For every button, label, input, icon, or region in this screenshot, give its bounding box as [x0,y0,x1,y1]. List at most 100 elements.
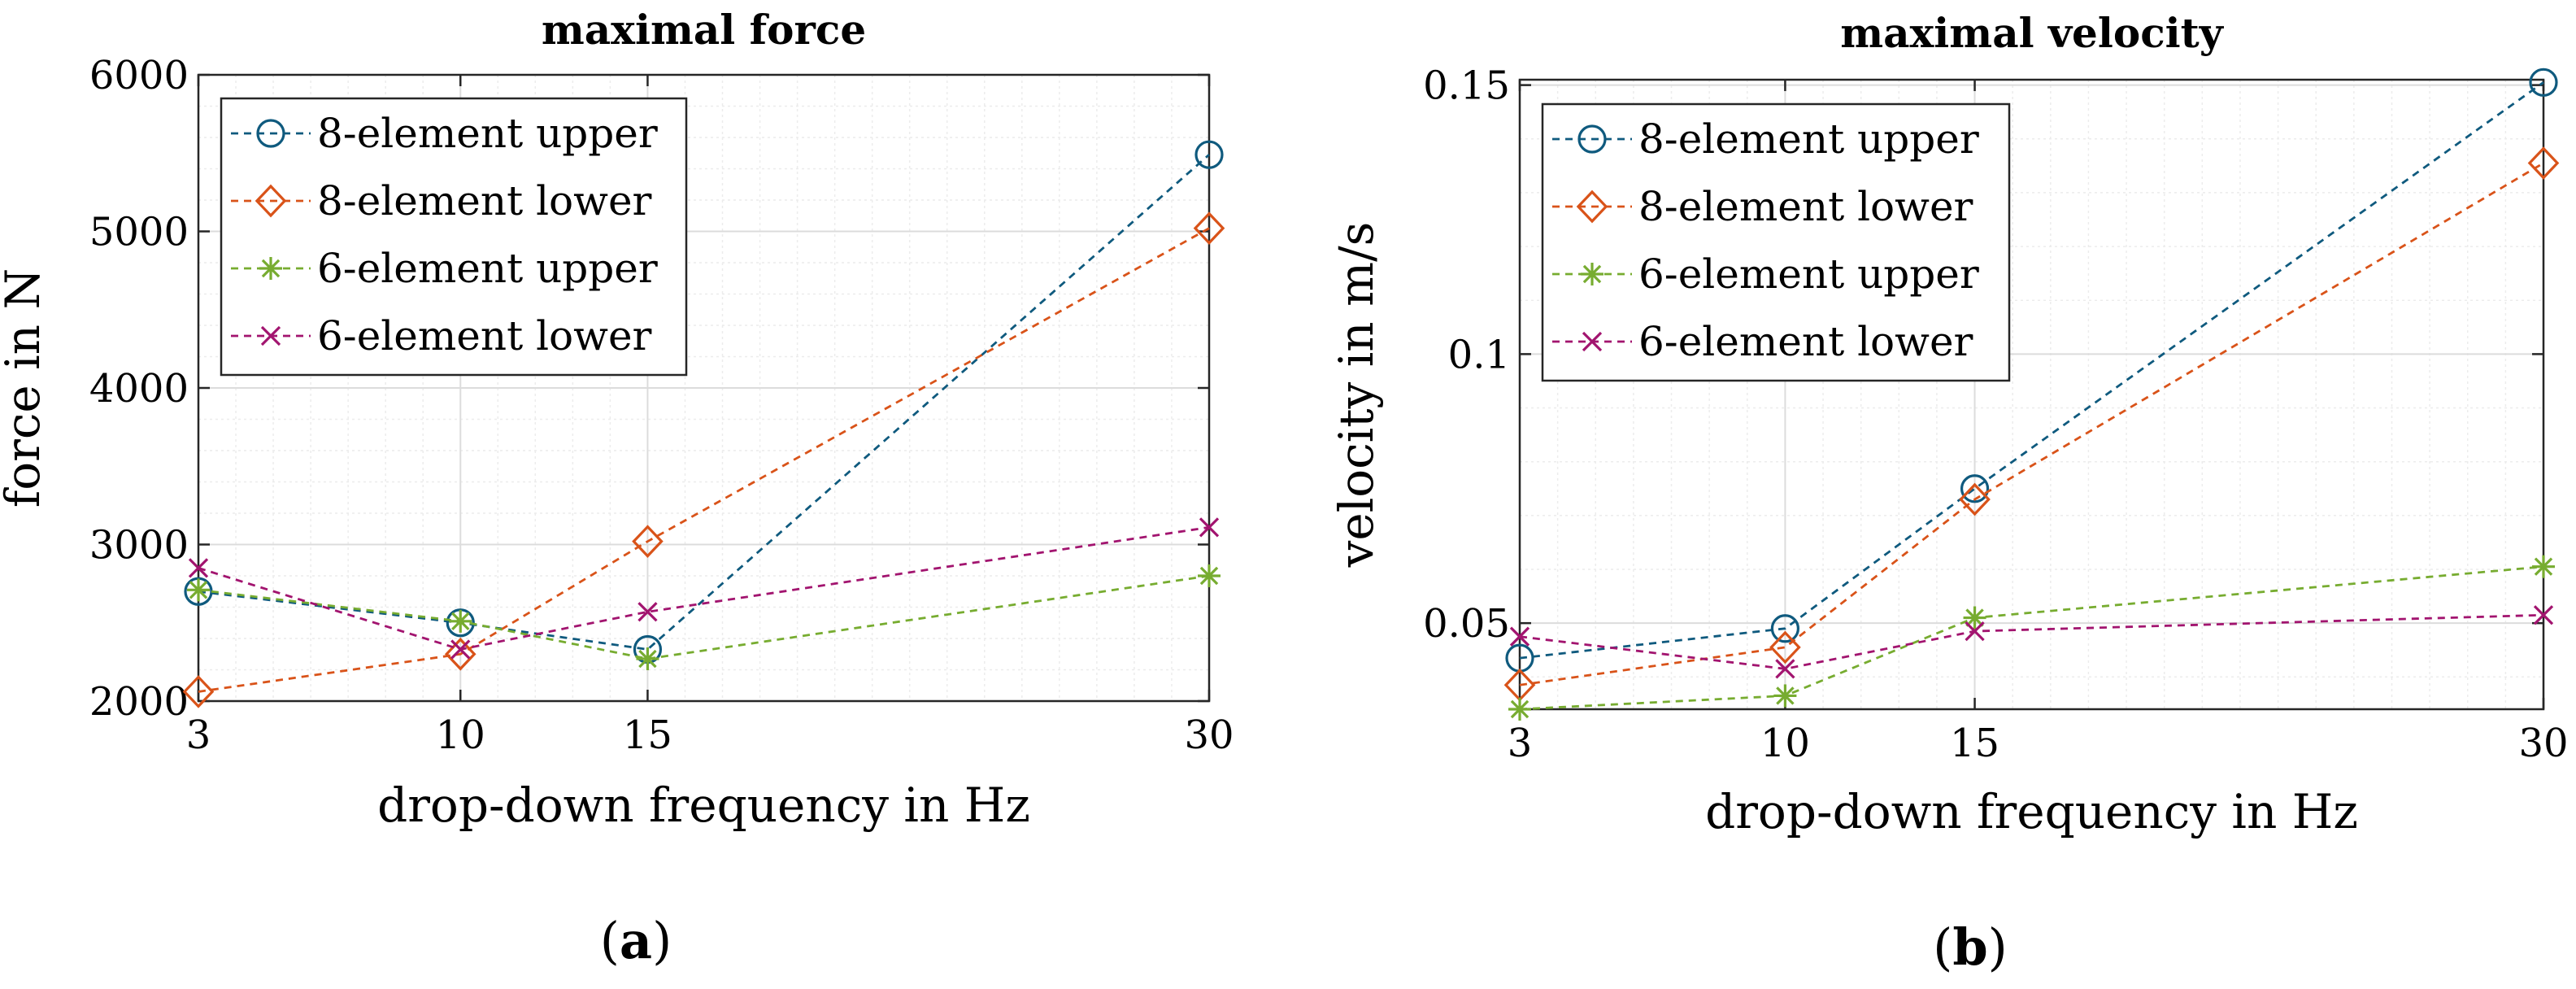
data-point-stroke [637,602,658,622]
data-point [1965,621,1985,642]
data-point [1775,659,1795,679]
series-6-element-upper [1508,555,2555,721]
data-point-stroke [1510,699,1530,719]
data-point [1193,211,1225,245]
y-tick-label: 4000 [89,366,189,412]
data-point [450,639,471,660]
series-line [1519,162,2544,686]
x-tick-label: 15 [623,712,672,758]
x-tick-label: 10 [436,712,485,758]
chart-panel-a: 3 10 15 30 2000 3000 4000 5000 6000 maximal force… [0,6,1234,970]
x-axis-label: drop-down frequency in Hz [377,778,1030,833]
data-point [449,609,472,633]
panel-label: (a) [600,911,672,970]
legend-label: 8-element lower [317,177,652,224]
series-line [198,154,1210,651]
data-point [1194,140,1224,169]
data-point [1960,474,1990,503]
legend-box [1541,102,2011,382]
series-6-element-lower [1509,605,2554,679]
data-point [2527,146,2560,180]
data-point [188,558,209,578]
chart-title: maximal velocity [1840,9,2225,57]
legend-marker [1576,190,1608,224]
data-point [187,578,210,602]
legend-marker [1581,263,1603,285]
x-tick-label: 3 [186,712,211,758]
legend-marker [255,184,287,218]
data-point-stroke [2533,605,2554,625]
data-point-stroke [188,558,209,578]
y-axis-label: velocity in m/s [1329,222,1384,569]
legend-label: 8-element lower [1638,183,1973,230]
y-tick-label: 5000 [89,210,189,255]
y-tick-label: 0.1 [1448,332,1510,377]
x-axis-label: drop-down frequency in Hz [1705,784,2358,839]
data-point-stroke [1965,621,1985,642]
data-point [182,675,215,708]
data-point-stroke [1775,659,1795,679]
legend: 8-element upper 8-element lower 6-element … [1541,102,2011,382]
legend-marker-stroke [1582,264,1602,284]
series-6-element-upper [187,564,1221,671]
series-8-element-upper [1505,68,2558,673]
y-axis-label: force in N [0,268,50,508]
series-6-element-lower [188,517,1220,660]
data-point [1199,517,1220,538]
data-point [2529,68,2558,97]
data-point-stroke [1509,626,1530,647]
series-line [198,574,1210,660]
legend-label: 6-element lower [317,312,652,359]
data-point [1198,564,1221,587]
x-tick-label: 30 [1184,712,1234,758]
legend-label: 6-element upper [317,245,658,292]
legend-marker [1577,124,1607,154]
axes-box [1518,78,2545,711]
legend-marker [256,119,285,148]
legend-label: 8-element upper [317,110,658,157]
legend-marker [259,257,282,280]
chart-panel-b: 3 10 15 30 0.05 0.1 0.15 maximal velocity drop-d… [1329,9,2569,977]
data-point [632,525,664,558]
panel-label: (b) [1933,917,2008,977]
data-point [1508,698,1531,721]
data-point [1770,614,1800,643]
data-point-stroke [1776,686,1795,705]
y-tick-label: 0.05 [1423,601,1510,647]
data-point [2533,605,2554,625]
legend-marker-stroke [261,259,281,278]
x-tick-label: 15 [1950,721,1999,766]
data-point [2532,555,2555,578]
series-line [1519,81,2544,660]
data-point [1509,626,1530,647]
data-point [1769,630,1801,664]
legend-label: 6-element lower [1638,318,1973,365]
data-point-stroke [2534,557,2553,576]
data-point-stroke [1965,608,1984,627]
legend-marker-stroke [260,325,281,346]
y-tick-label: 3000 [89,523,189,569]
chart-title: maximal force [542,6,866,54]
legend-marker [260,325,281,346]
series-line [198,227,1210,693]
x-tick-label: 3 [1508,721,1533,766]
data-point [444,637,476,671]
y-tick-label: 6000 [89,53,189,98]
data-point [1773,684,1797,708]
legend-label: 6-element upper [1638,251,1979,298]
legend-marker-stroke [1582,331,1603,352]
data-point [637,602,658,622]
x-tick-label: 30 [2518,721,2568,766]
series-line [198,525,1210,651]
y-tick-label: 0.15 [1423,63,1510,109]
series-line [1519,565,2544,711]
data-point [1963,606,1986,630]
data-point [636,647,659,671]
data-point-stroke [189,581,208,599]
data-point [1959,482,1991,516]
legend-marker [1582,331,1603,352]
data-point-stroke [451,612,470,631]
y-tick-label: 2000 [89,679,189,725]
x-tick-label: 10 [1760,721,1810,766]
